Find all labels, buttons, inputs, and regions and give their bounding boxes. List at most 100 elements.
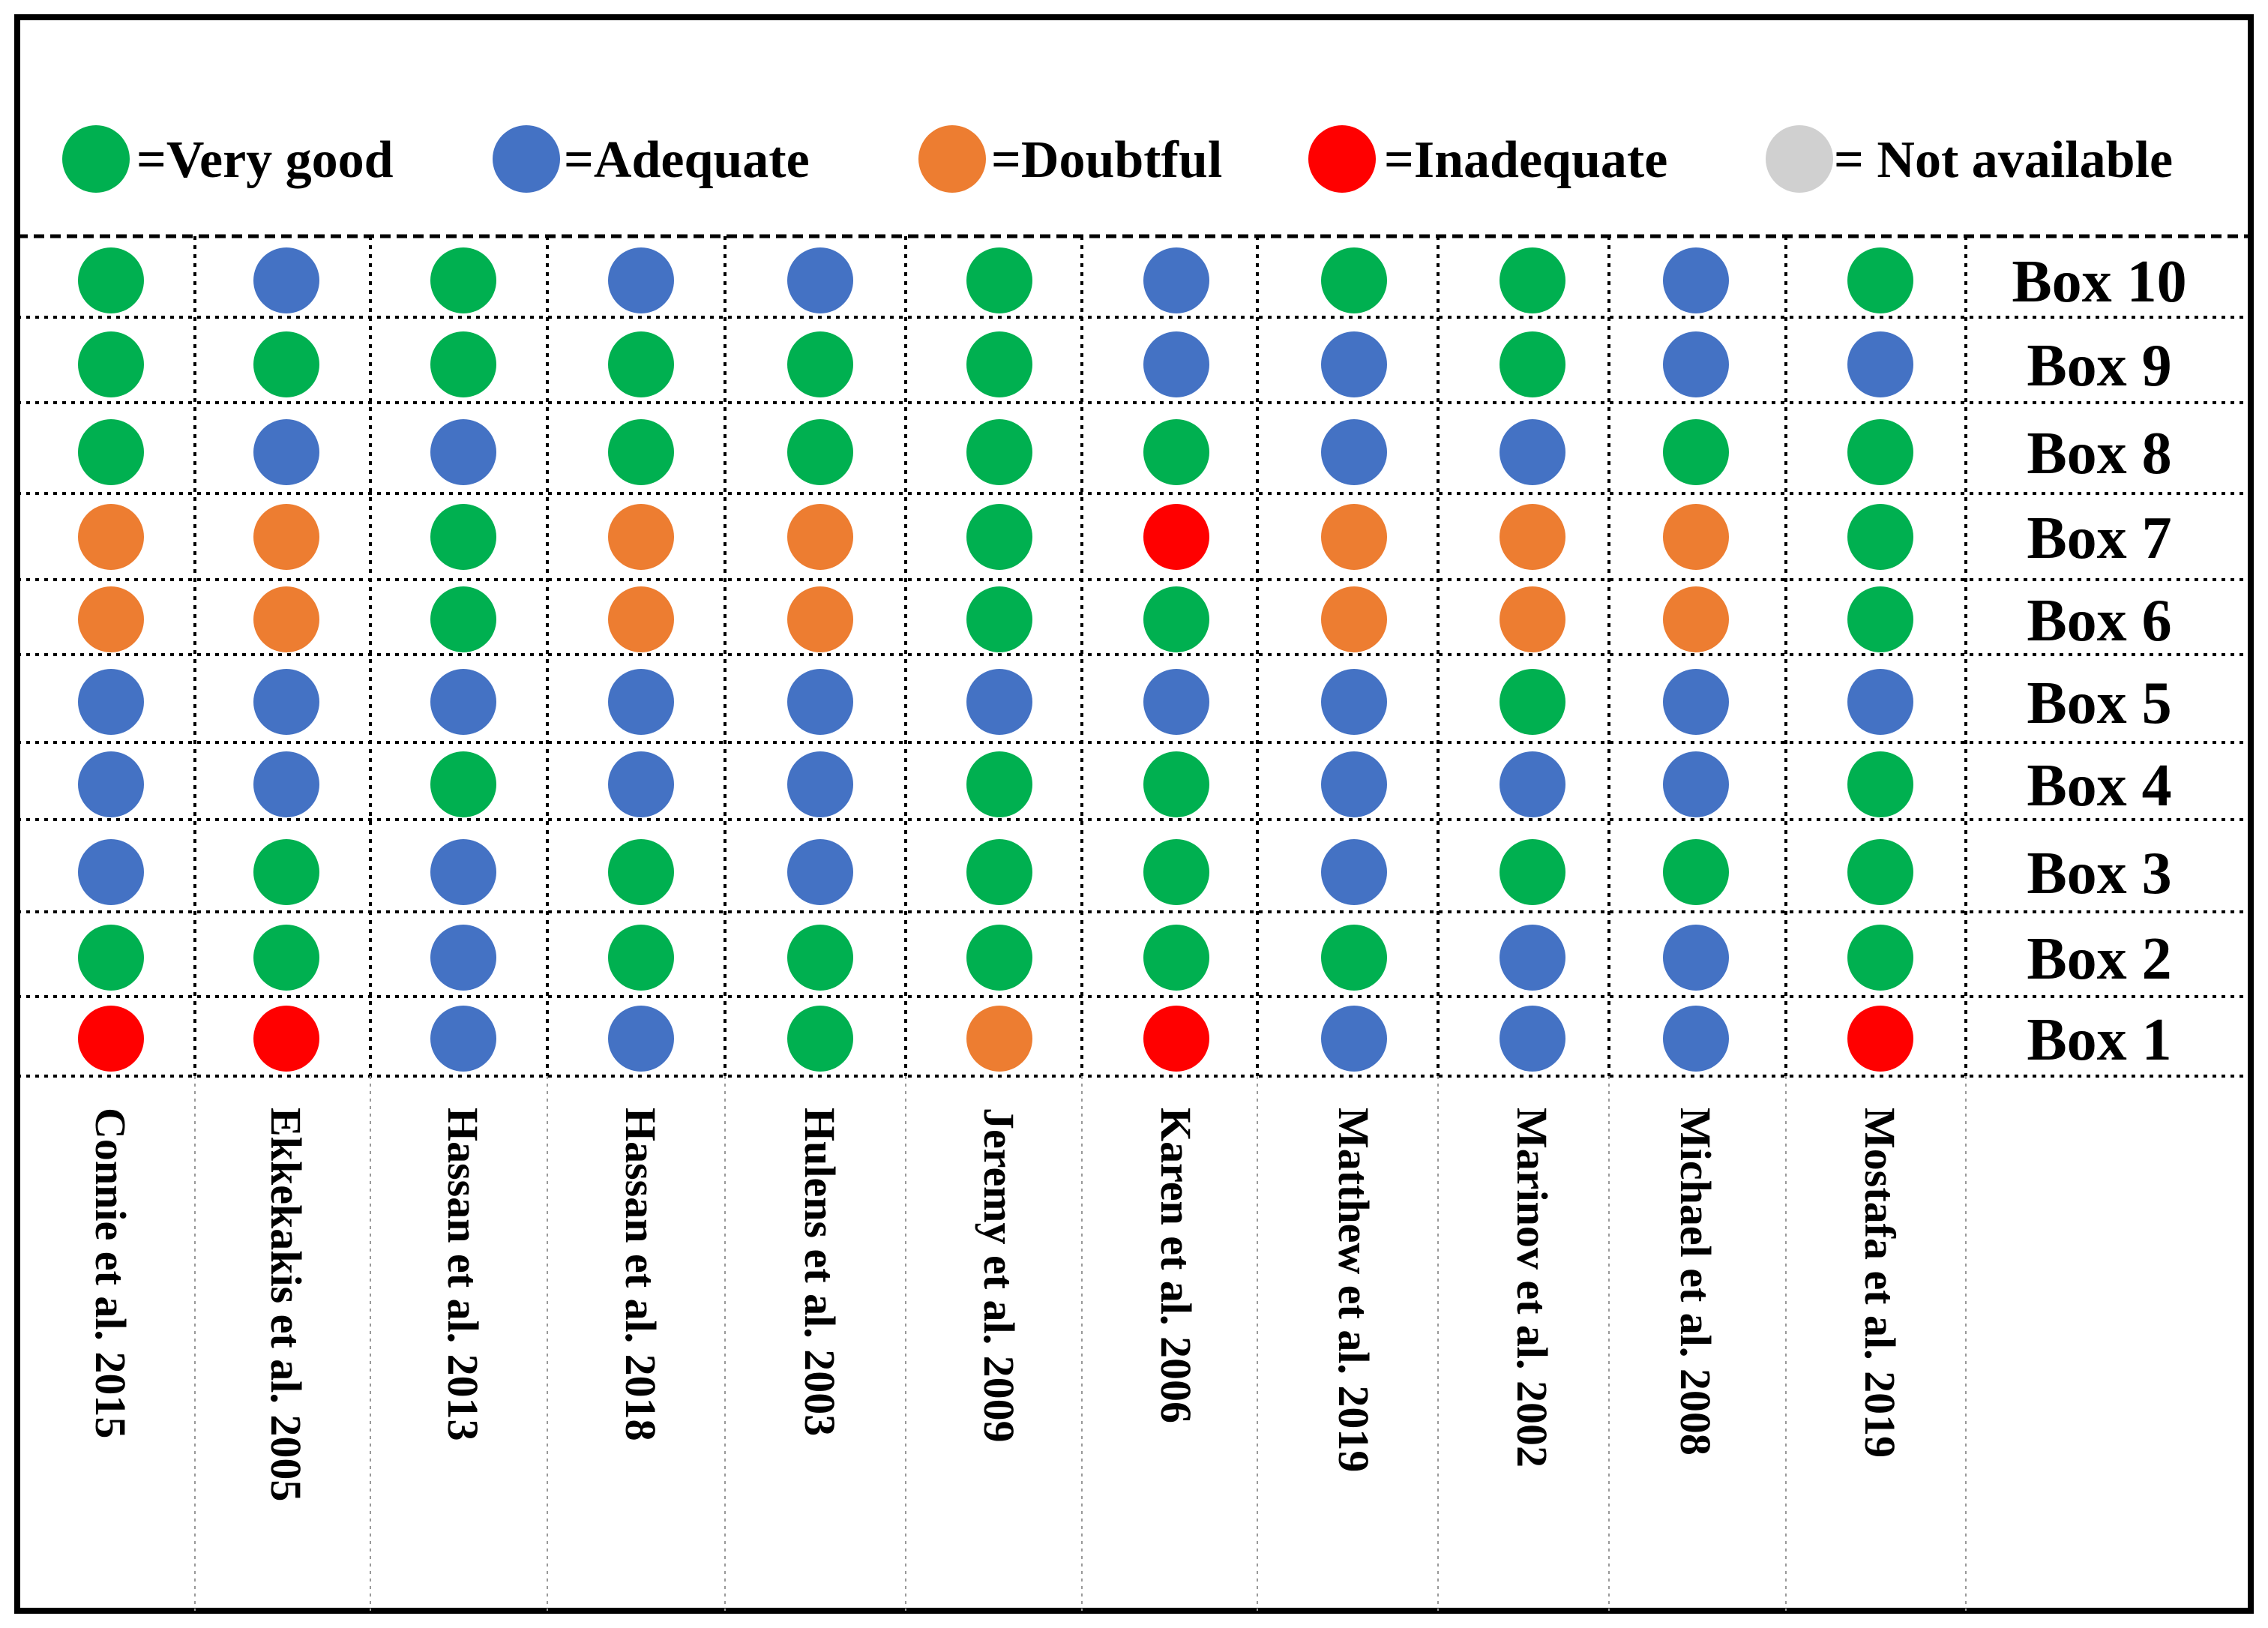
rating-dot-very-good: [1500, 247, 1565, 313]
legend-item-doubtful: =Doubtful: [918, 125, 1222, 193]
study-label: Hulens et al. 2003: [795, 1108, 844, 1436]
study-label: Hassan et al. 2013: [439, 1108, 487, 1441]
study-label: Connie et al. 2015: [86, 1108, 135, 1438]
rating-dot-adequate: [608, 1006, 674, 1072]
legend-swatch-adequate: [493, 125, 560, 193]
rating-dot-doubtful: [608, 586, 674, 652]
rating-dot-adequate: [1321, 751, 1387, 817]
rating-dot-very-good: [966, 839, 1032, 905]
rating-dot-doubtful: [1500, 504, 1565, 570]
rating-dot-adequate: [78, 839, 144, 905]
rating-dot-very-good: [1500, 669, 1565, 735]
rating-dot-adequate: [1143, 669, 1209, 735]
rating-dot-very-good: [1847, 419, 1913, 485]
rating-dot-adequate: [1143, 247, 1209, 313]
rating-dot-doubtful: [787, 586, 853, 652]
rating-dot-adequate: [1500, 419, 1565, 485]
legend-item-very-good: =Very good: [62, 125, 394, 193]
rating-dot-very-good: [1847, 247, 1913, 313]
rating-dot-adequate: [1663, 1006, 1729, 1072]
rating-dot-very-good: [787, 925, 853, 991]
row-label: Box 6: [2027, 588, 2171, 654]
rating-dot-very-good: [1143, 925, 1209, 991]
rating-dot-adequate: [1321, 1006, 1387, 1072]
rating-dot-adequate: [430, 925, 496, 991]
rating-dot-adequate: [608, 669, 674, 735]
rating-dot-adequate: [1321, 331, 1387, 397]
rating-dot-doubtful: [1321, 504, 1387, 570]
rating-dot-adequate: [608, 751, 674, 817]
rating-dot-adequate: [430, 419, 496, 485]
rating-dot-adequate: [1143, 331, 1209, 397]
figure-border: [14, 14, 2254, 1614]
rating-dot-very-good: [1500, 839, 1565, 905]
rating-dot-adequate: [1500, 751, 1565, 817]
legend-label-not-available: = Not available: [1834, 131, 2173, 189]
row-label: Box 7: [2027, 505, 2171, 571]
rating-dot-very-good: [966, 925, 1032, 991]
rating-dot-adequate: [253, 669, 319, 735]
rating-dot-very-good: [787, 419, 853, 485]
row-label: Box 9: [2027, 333, 2171, 399]
rating-dot-doubtful: [78, 504, 144, 570]
rating-dot-adequate: [1321, 839, 1387, 905]
rating-dot-inadequate: [1847, 1006, 1913, 1072]
rating-dot-very-good: [1847, 586, 1913, 652]
row-label: Box 1: [2027, 1007, 2171, 1073]
legend-label-inadequate: =Inadequate: [1384, 131, 1667, 189]
rating-dot-very-good: [608, 839, 674, 905]
rating-dot-very-good: [787, 1006, 853, 1072]
rating-dot-adequate: [1321, 419, 1387, 485]
rating-dot-doubtful: [966, 1006, 1032, 1072]
rating-dot-inadequate: [78, 1006, 144, 1072]
rating-dot-adequate: [78, 751, 144, 817]
grid-lines: [17, 234, 2251, 1611]
legend-label-very-good: =Very good: [136, 131, 394, 189]
rating-dot-very-good: [966, 504, 1032, 570]
rating-dot-inadequate: [253, 1006, 319, 1072]
rating-dot-doubtful: [608, 504, 674, 570]
rating-dot-very-good: [608, 419, 674, 485]
rating-dots: [78, 247, 1913, 1072]
study-label: Matthew et al. 2019: [1329, 1108, 1378, 1472]
legend-item-adequate: =Adequate: [493, 125, 810, 193]
rating-dot-adequate: [1663, 669, 1729, 735]
row-label: Box 4: [2027, 753, 2171, 819]
rating-dot-adequate: [608, 247, 674, 313]
study-label: Karen et al. 2006: [1152, 1108, 1200, 1423]
rating-dot-adequate: [966, 669, 1032, 735]
rating-dot-doubtful: [1500, 586, 1565, 652]
rating-dot-adequate: [787, 839, 853, 905]
rating-dot-doubtful: [78, 586, 144, 652]
rating-dot-very-good: [1847, 751, 1913, 817]
rating-dot-doubtful: [253, 504, 319, 570]
rating-dot-adequate: [1500, 1006, 1565, 1072]
rating-dot-very-good: [966, 247, 1032, 313]
rating-dot-adequate: [1663, 247, 1729, 313]
rating-dot-very-good: [966, 751, 1032, 817]
legend-label-doubtful: =Doubtful: [991, 131, 1222, 189]
rating-dot-very-good: [608, 925, 674, 991]
legend-swatch-very-good: [62, 125, 130, 193]
rating-dot-very-good: [1663, 839, 1729, 905]
rating-dot-very-good: [1500, 331, 1565, 397]
row-label: Box 5: [2027, 670, 2171, 736]
rating-dot-very-good: [78, 419, 144, 485]
rating-dot-adequate: [1663, 925, 1729, 991]
study-label: Ekkekakis et al. 2005: [262, 1108, 310, 1501]
study-label: Michael et al. 2008: [1671, 1108, 1720, 1456]
rating-dot-very-good: [1847, 504, 1913, 570]
study-label: Mostafa et al. 2019: [1856, 1108, 1904, 1458]
rating-dot-doubtful: [1663, 586, 1729, 652]
study-labels: Connie et al. 2015 Ekkekakis et al. 2005 H…: [86, 1108, 1904, 1501]
rating-dot-adequate: [1663, 751, 1729, 817]
study-label: Hassan et al. 2018: [616, 1108, 665, 1441]
rating-dot-doubtful: [1321, 586, 1387, 652]
rating-dot-very-good: [1663, 419, 1729, 485]
rating-dot-adequate: [1847, 669, 1913, 735]
rating-dot-very-good: [78, 331, 144, 397]
rating-dot-very-good: [78, 925, 144, 991]
rating-dot-very-good: [1847, 839, 1913, 905]
legend-item-inadequate: =Inadequate: [1308, 125, 1667, 193]
